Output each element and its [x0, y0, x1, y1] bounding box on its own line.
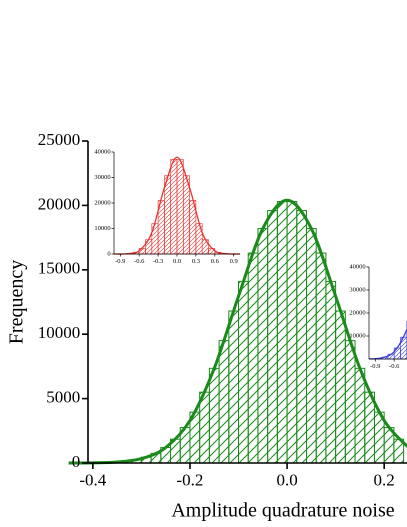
- bar: [199, 391, 210, 464]
- y-tick-label: 20000: [94, 199, 110, 206]
- bar: [335, 310, 346, 464]
- histogram-panel: -0.9 -0.6 10000 20000 30000 40000: [349, 263, 407, 370]
- y-tick-label: 15000: [38, 259, 81, 278]
- bar: [267, 210, 278, 464]
- x-tick-label: -0.2: [177, 471, 204, 490]
- y-tick-label: 30000: [349, 286, 365, 293]
- y-tick-label: 10000: [349, 332, 365, 339]
- bar: [257, 228, 269, 464]
- bar: [325, 280, 337, 464]
- x-axis-label: Amplitude quadrature noise: [171, 500, 394, 522]
- x-tick-label: -0.6: [389, 363, 400, 370]
- bar: [305, 228, 317, 464]
- y-tick-label: 40000: [349, 263, 365, 270]
- bar: [176, 159, 184, 255]
- x-tick-label: -0.6: [134, 258, 145, 265]
- y-tick-label: 25000: [38, 130, 81, 149]
- y-tick-label: 0: [107, 250, 110, 257]
- bar: [228, 310, 240, 464]
- histogram-panel: -0.9 -0.6 -0.3 0.0 0.3 0.6 0.9 0 10000 20000 30000…: [94, 148, 241, 265]
- bar: [164, 175, 171, 255]
- y-tick-label: 0: [72, 452, 81, 471]
- y-tick-label: 30000: [94, 174, 110, 181]
- x-tick-label: 0.0: [173, 258, 181, 265]
- bar: [344, 340, 356, 464]
- x-tick-label: -0.4: [79, 471, 106, 490]
- y-tick-label: 40000: [94, 148, 110, 155]
- y-tick-label: 5000: [46, 388, 80, 407]
- x-tick-label: 0.3: [192, 258, 200, 265]
- fit-curve: [68, 198, 407, 465]
- x-tick-label: 0.6: [211, 258, 220, 265]
- y-tick-label: 20000: [38, 194, 81, 213]
- histogram-panel: -0.4 -0.2 0.0 0.2 0 5000 10000 15000 20000 25000: [38, 130, 407, 490]
- bar: [354, 367, 366, 464]
- bar: [364, 391, 375, 464]
- bar: [276, 201, 288, 464]
- y-tick-label: 10000: [38, 323, 81, 342]
- bar: [247, 252, 259, 464]
- bar: [218, 340, 230, 464]
- bar: [315, 252, 327, 464]
- bar: [238, 280, 249, 464]
- bar: [286, 201, 298, 464]
- y-axis-label: Frequency: [6, 260, 28, 344]
- bar: [170, 159, 178, 255]
- x-tick-label: -0.3: [153, 258, 163, 265]
- fit-curve: [113, 156, 241, 255]
- fit-curve: [368, 327, 407, 360]
- x-tick-label: 0.2: [374, 471, 395, 490]
- x-tick-label: 0.9: [230, 258, 238, 265]
- x-tick-label: -0.9: [115, 258, 125, 265]
- x-tick-label: -0.9: [370, 363, 380, 370]
- bar: [183, 175, 190, 255]
- bar: [296, 210, 307, 464]
- y-tick-label: 20000: [349, 309, 365, 316]
- x-tick-label: 0.0: [276, 471, 297, 490]
- y-tick-label: 10000: [94, 225, 110, 232]
- bar: [208, 367, 220, 464]
